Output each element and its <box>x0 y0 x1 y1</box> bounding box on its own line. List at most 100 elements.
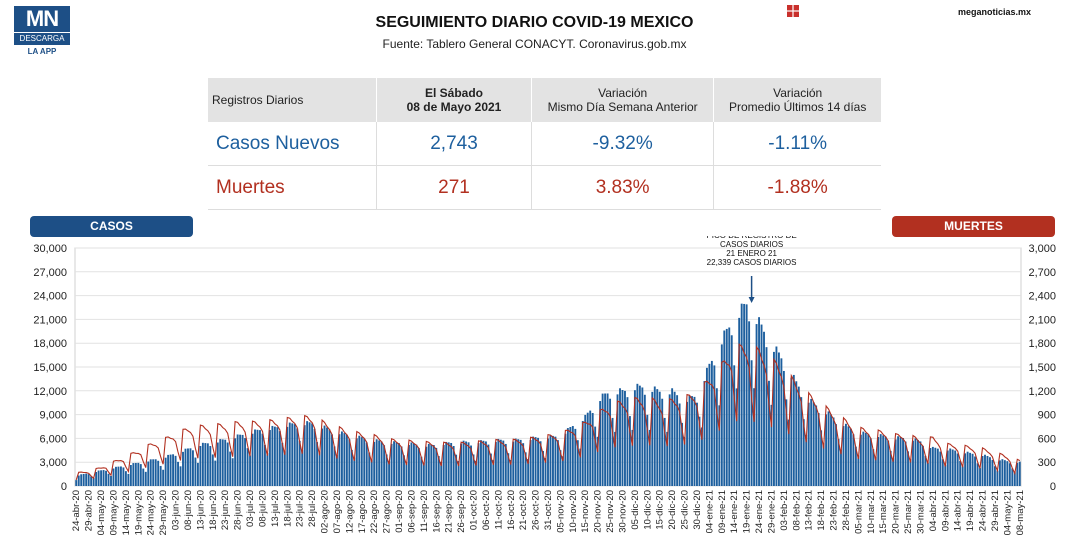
casos-bar <box>842 426 845 486</box>
casos-bar <box>432 445 435 486</box>
casos-bar <box>614 431 616 486</box>
right-tick-label: 900 <box>1038 410 1056 422</box>
casos-bar <box>241 434 244 486</box>
x-tick-label: 11-oct-20 <box>493 490 504 529</box>
casos-bar <box>954 450 957 486</box>
casos-bar <box>278 431 281 486</box>
x-tick-label: 10-nov-20 <box>568 490 579 533</box>
casos-bar <box>1008 463 1011 486</box>
casos-bar <box>668 394 671 486</box>
casos-bar <box>204 443 207 486</box>
x-tick-label: 08-jun-20 <box>183 490 194 530</box>
casos-bar <box>340 431 343 486</box>
x-tick-label: 06-sep-20 <box>406 490 417 533</box>
right-tick-label: 3,000 <box>1028 243 1056 255</box>
casos-bar <box>921 446 924 486</box>
casos-bar <box>447 442 450 486</box>
casos-bar <box>929 448 932 486</box>
casos-bar <box>748 321 751 486</box>
casos-bar <box>221 439 224 486</box>
x-tick-label: 04-abr-21 <box>928 490 939 531</box>
left-tick-label: 21,000 <box>33 314 67 326</box>
grid-icon[interactable] <box>786 4 800 18</box>
casos-bar <box>877 437 880 486</box>
casos-bar <box>924 455 927 486</box>
casos-bar <box>246 448 249 486</box>
casos-bar <box>412 443 415 486</box>
casos-bar <box>859 434 862 486</box>
casos-bar <box>164 457 167 486</box>
casos-bar <box>773 351 775 486</box>
casos-bar <box>261 433 264 486</box>
x-tick-label: 01-oct-20 <box>469 490 480 530</box>
casos-bar <box>619 388 621 486</box>
casos-bar <box>157 460 160 486</box>
casos-bar <box>1003 460 1006 486</box>
casos-bar <box>882 435 885 486</box>
casos-bar <box>849 428 852 486</box>
header-fecha-line1: El Sábado <box>424 86 483 100</box>
x-tick-label: 20-nov-20 <box>593 490 604 533</box>
casos-bar <box>586 412 589 486</box>
casos-bar <box>703 381 706 486</box>
left-tick-label: 6,000 <box>39 433 67 445</box>
x-tick-label: 24-abr-20 <box>71 490 82 531</box>
casos-bar <box>328 429 331 486</box>
casos-bar <box>847 426 850 486</box>
casos-var-semana: -9.32% <box>530 122 714 166</box>
x-tick-label: 05-mar-21 <box>853 490 864 534</box>
logo[interactable]: MN DESCARGA LA APP <box>14 6 74 58</box>
casos-bar <box>492 460 495 486</box>
casos-bar <box>589 410 592 486</box>
x-tick-label: 11-sep-20 <box>419 490 430 532</box>
casos-bar <box>216 442 219 486</box>
casos-bar <box>936 448 939 486</box>
casos-bar <box>892 458 895 486</box>
casos-bar <box>224 439 227 486</box>
x-tick-label: 30-nov-20 <box>618 490 629 533</box>
casos-bar <box>979 468 981 486</box>
casos-bar <box>405 461 408 486</box>
casos-bar <box>303 425 306 486</box>
casos-bar <box>331 434 333 486</box>
right-tick-label: 1,200 <box>1028 386 1056 398</box>
x-tick-label: 29-ene-21 <box>767 490 778 533</box>
casos-var-promedio: -1.11% <box>713 122 881 166</box>
casos-bar <box>266 453 269 486</box>
casos-bar <box>403 455 405 486</box>
x-tick-label: 10-mar-21 <box>866 490 877 534</box>
casos-bar <box>755 324 758 486</box>
x-tick-label: 04-may-20 <box>96 490 107 535</box>
casos-bar <box>358 435 361 486</box>
x-tick-label: 31-oct-20 <box>543 490 554 530</box>
casos-bar <box>427 443 430 486</box>
casos-bar <box>691 396 693 486</box>
casos-bar <box>733 365 736 486</box>
casos-bar <box>380 441 383 486</box>
casos-bar <box>825 414 828 486</box>
left-tick-label: 18,000 <box>33 338 67 350</box>
casos-bar <box>917 439 919 486</box>
site-name[interactable]: meganoticias.mx <box>957 7 1031 17</box>
casos-bar <box>154 459 157 486</box>
casos-bar <box>348 439 351 486</box>
casos-bar <box>991 459 994 486</box>
casos-bar <box>777 352 780 486</box>
casos-bar <box>465 441 468 486</box>
casos-bar <box>544 458 547 486</box>
casos-bar <box>268 430 271 486</box>
casos-bar <box>502 440 505 486</box>
casos-bar <box>817 413 820 486</box>
casos-bar <box>75 480 78 486</box>
casos-bar <box>283 451 286 486</box>
casos-bar <box>87 474 90 486</box>
casos-bar <box>360 437 363 486</box>
casos-bar <box>296 428 299 486</box>
right-tick-label: 300 <box>1038 457 1056 469</box>
x-tick-label: 22-ago-20 <box>369 490 380 533</box>
casos-bar <box>100 470 103 486</box>
casos-bar <box>889 450 892 486</box>
x-tick-label: 29-may-20 <box>158 490 169 535</box>
casos-bar <box>989 457 991 486</box>
x-tick-label: 30-dic-20 <box>692 490 703 530</box>
